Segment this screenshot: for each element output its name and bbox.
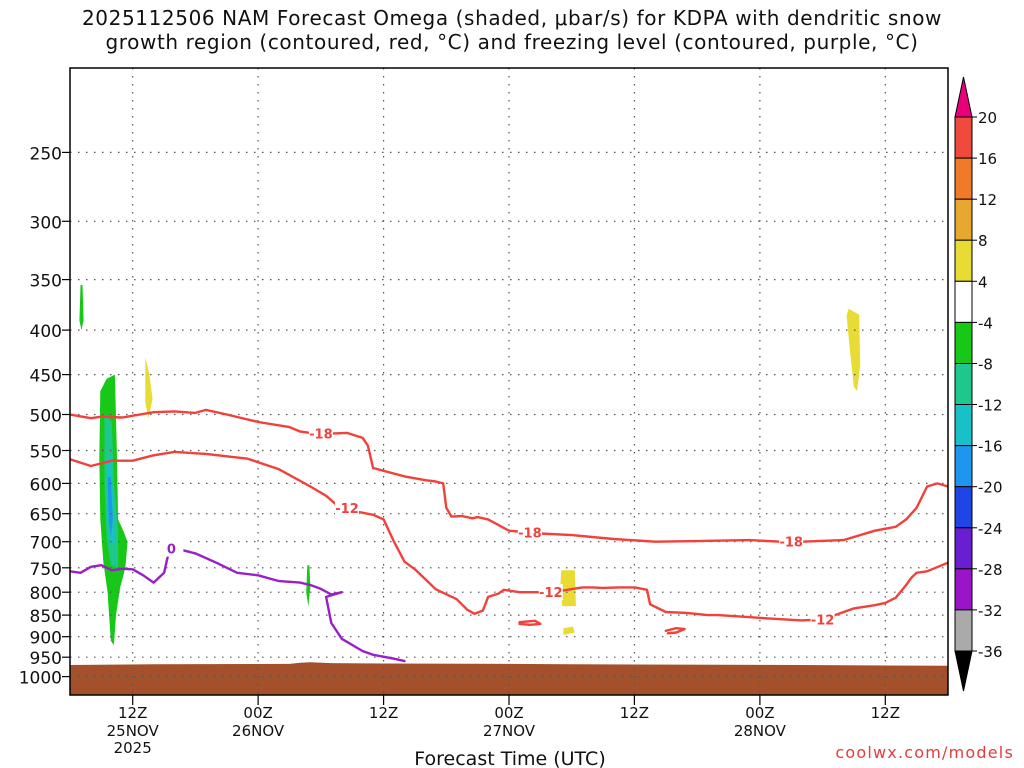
contour-label-1-0: -12 bbox=[335, 502, 359, 517]
colorbar-label-9: -20 bbox=[978, 479, 1003, 497]
y-tick-label-250: 250 bbox=[30, 144, 62, 164]
colorbar-bottom-triangle bbox=[954, 650, 973, 692]
colorbar-label-8: -16 bbox=[978, 438, 1003, 456]
x-tick-date-3: 27NOV bbox=[483, 722, 536, 740]
colorbar-label-5: -4 bbox=[978, 314, 993, 332]
x-tick-label-3: 00Z bbox=[494, 704, 523, 722]
colorbar-band-2 bbox=[954, 198, 973, 241]
grid-layer bbox=[70, 68, 948, 695]
terrain-layer bbox=[70, 662, 948, 695]
x-tick-date-5: 28NOV bbox=[734, 722, 787, 740]
contour-label-bg-0-1 bbox=[517, 524, 542, 541]
omega-patch-8 bbox=[563, 626, 575, 635]
x-tick-date-0: 25NOV bbox=[107, 722, 160, 740]
y-tick-label-950: 950 bbox=[30, 649, 62, 669]
colorbar-band-10 bbox=[954, 527, 973, 570]
y-tick-label-550: 550 bbox=[30, 443, 62, 463]
x-tick-label-6: 12Z bbox=[871, 704, 900, 722]
y-tick-label-1000: 1000 bbox=[19, 669, 62, 689]
y-tick-label-900: 900 bbox=[30, 629, 62, 649]
x-tick-label-5: 00Z bbox=[745, 704, 774, 722]
site-credit[interactable]: coolwx.com/models bbox=[835, 743, 1014, 762]
colorbar-label-10: -24 bbox=[978, 520, 1003, 538]
contour-line-4 bbox=[70, 546, 406, 663]
omega-patch-9 bbox=[846, 308, 861, 392]
omega-patch-7 bbox=[560, 570, 576, 607]
omega-shading-layer bbox=[79, 285, 861, 645]
x-tick-label-2: 12Z bbox=[369, 704, 398, 722]
omega-patch-4 bbox=[107, 477, 113, 537]
contour-line-0 bbox=[70, 408, 948, 543]
colorbar-label-0: 20 bbox=[978, 109, 997, 127]
y-axis: 2503003504004505005506006507007508008509… bbox=[19, 144, 70, 689]
x-tick-label-4: 12Z bbox=[620, 704, 649, 722]
contour-label-0-0: -18 bbox=[309, 428, 333, 443]
contour-label-1-1: -12 bbox=[539, 586, 563, 601]
colorbar-label-13: -36 bbox=[978, 643, 1003, 661]
colorbar-top-triangle bbox=[954, 76, 973, 118]
contour-label-bg-0-2 bbox=[779, 533, 804, 550]
y-tick-label-850: 850 bbox=[30, 607, 62, 627]
colorbar-label-7: -12 bbox=[978, 397, 1003, 415]
colorbar-band-5 bbox=[954, 321, 973, 364]
y-tick-label-400: 400 bbox=[30, 322, 62, 342]
x-axis: Forecast Time (UTC) 12Z25NOV202500Z26NOV… bbox=[107, 695, 900, 768]
y-tick-label-750: 750 bbox=[30, 560, 62, 580]
y-tick-label-350: 350 bbox=[30, 272, 62, 292]
colorbar-band-9 bbox=[954, 486, 973, 529]
contour-label-bg-1-1 bbox=[538, 584, 563, 601]
colorbar-band-7 bbox=[954, 404, 973, 447]
contour-line-2 bbox=[518, 619, 542, 626]
colorbar-label-6: -8 bbox=[978, 356, 993, 374]
terrain-fill bbox=[70, 662, 948, 695]
colorbar-label-3: 8 bbox=[978, 232, 988, 250]
y-tick-label-800: 800 bbox=[30, 584, 62, 604]
x-tick-label-1: 00Z bbox=[243, 704, 272, 722]
contour-label-bg-1-0 bbox=[335, 499, 359, 516]
colorbar-label-12: -32 bbox=[978, 602, 1003, 620]
omega-patch-0 bbox=[79, 285, 84, 331]
colorbar-label-4: 4 bbox=[978, 273, 988, 291]
colorbar-band-1 bbox=[954, 157, 973, 200]
chart-title-line-2: growth region (contoured, red, °C) and f… bbox=[105, 30, 919, 54]
colorbar-band-12 bbox=[954, 609, 973, 652]
colorbar-label-11: -28 bbox=[978, 561, 1003, 579]
colorbar-band-3 bbox=[954, 239, 973, 282]
omega-patch-5 bbox=[145, 357, 153, 419]
colorbar-label-1: 16 bbox=[978, 150, 997, 168]
x-tick-label-0: 12Z bbox=[118, 704, 147, 722]
y-tick-label-700: 700 bbox=[30, 534, 62, 554]
chart-title: 2025112506 NAM Forecast Omega (shaded, μ… bbox=[0, 6, 1024, 54]
y-tick-label-600: 600 bbox=[30, 475, 62, 495]
contour-label-4-0: 0 bbox=[167, 543, 176, 558]
y-tick-label-450: 450 bbox=[30, 367, 62, 387]
x-tick-year-0: 2025 bbox=[114, 739, 152, 757]
colorbar-band-6 bbox=[954, 363, 973, 406]
y-tick-label-300: 300 bbox=[30, 213, 62, 233]
colorbar-band-0 bbox=[954, 116, 973, 159]
contour-label-0-2: -18 bbox=[779, 536, 803, 551]
contour-layer: -18 -18 -18 -12 -12 -12 0 bbox=[70, 408, 948, 663]
chart-title-line-1: 2025112506 NAM Forecast Omega (shaded, μ… bbox=[81, 6, 943, 30]
contour-label-1-2: -12 bbox=[811, 614, 835, 629]
x-axis-label: Forecast Time (UTC) bbox=[414, 748, 605, 768]
y-tick-label-500: 500 bbox=[30, 407, 62, 427]
colorbar-label-2: 12 bbox=[978, 191, 997, 209]
colorbar-band-11 bbox=[954, 568, 973, 611]
contour-label-bg-0-0 bbox=[308, 425, 333, 442]
contour-label-bg-1-2 bbox=[810, 611, 835, 628]
y-tick-label-650: 650 bbox=[30, 506, 62, 526]
contour-label-bg-4-0 bbox=[159, 540, 184, 557]
x-tick-date-1: 26NOV bbox=[232, 722, 285, 740]
contour-label-0-1: -18 bbox=[518, 526, 542, 541]
colorbar-band-8 bbox=[954, 445, 973, 488]
colorbar: 20 16 12 8 4 -4 -8 -12 -16 -20 -24 -28 -32 -36 bbox=[954, 76, 1003, 692]
contour-line-3 bbox=[664, 627, 686, 635]
colorbar-band-4 bbox=[954, 280, 973, 323]
